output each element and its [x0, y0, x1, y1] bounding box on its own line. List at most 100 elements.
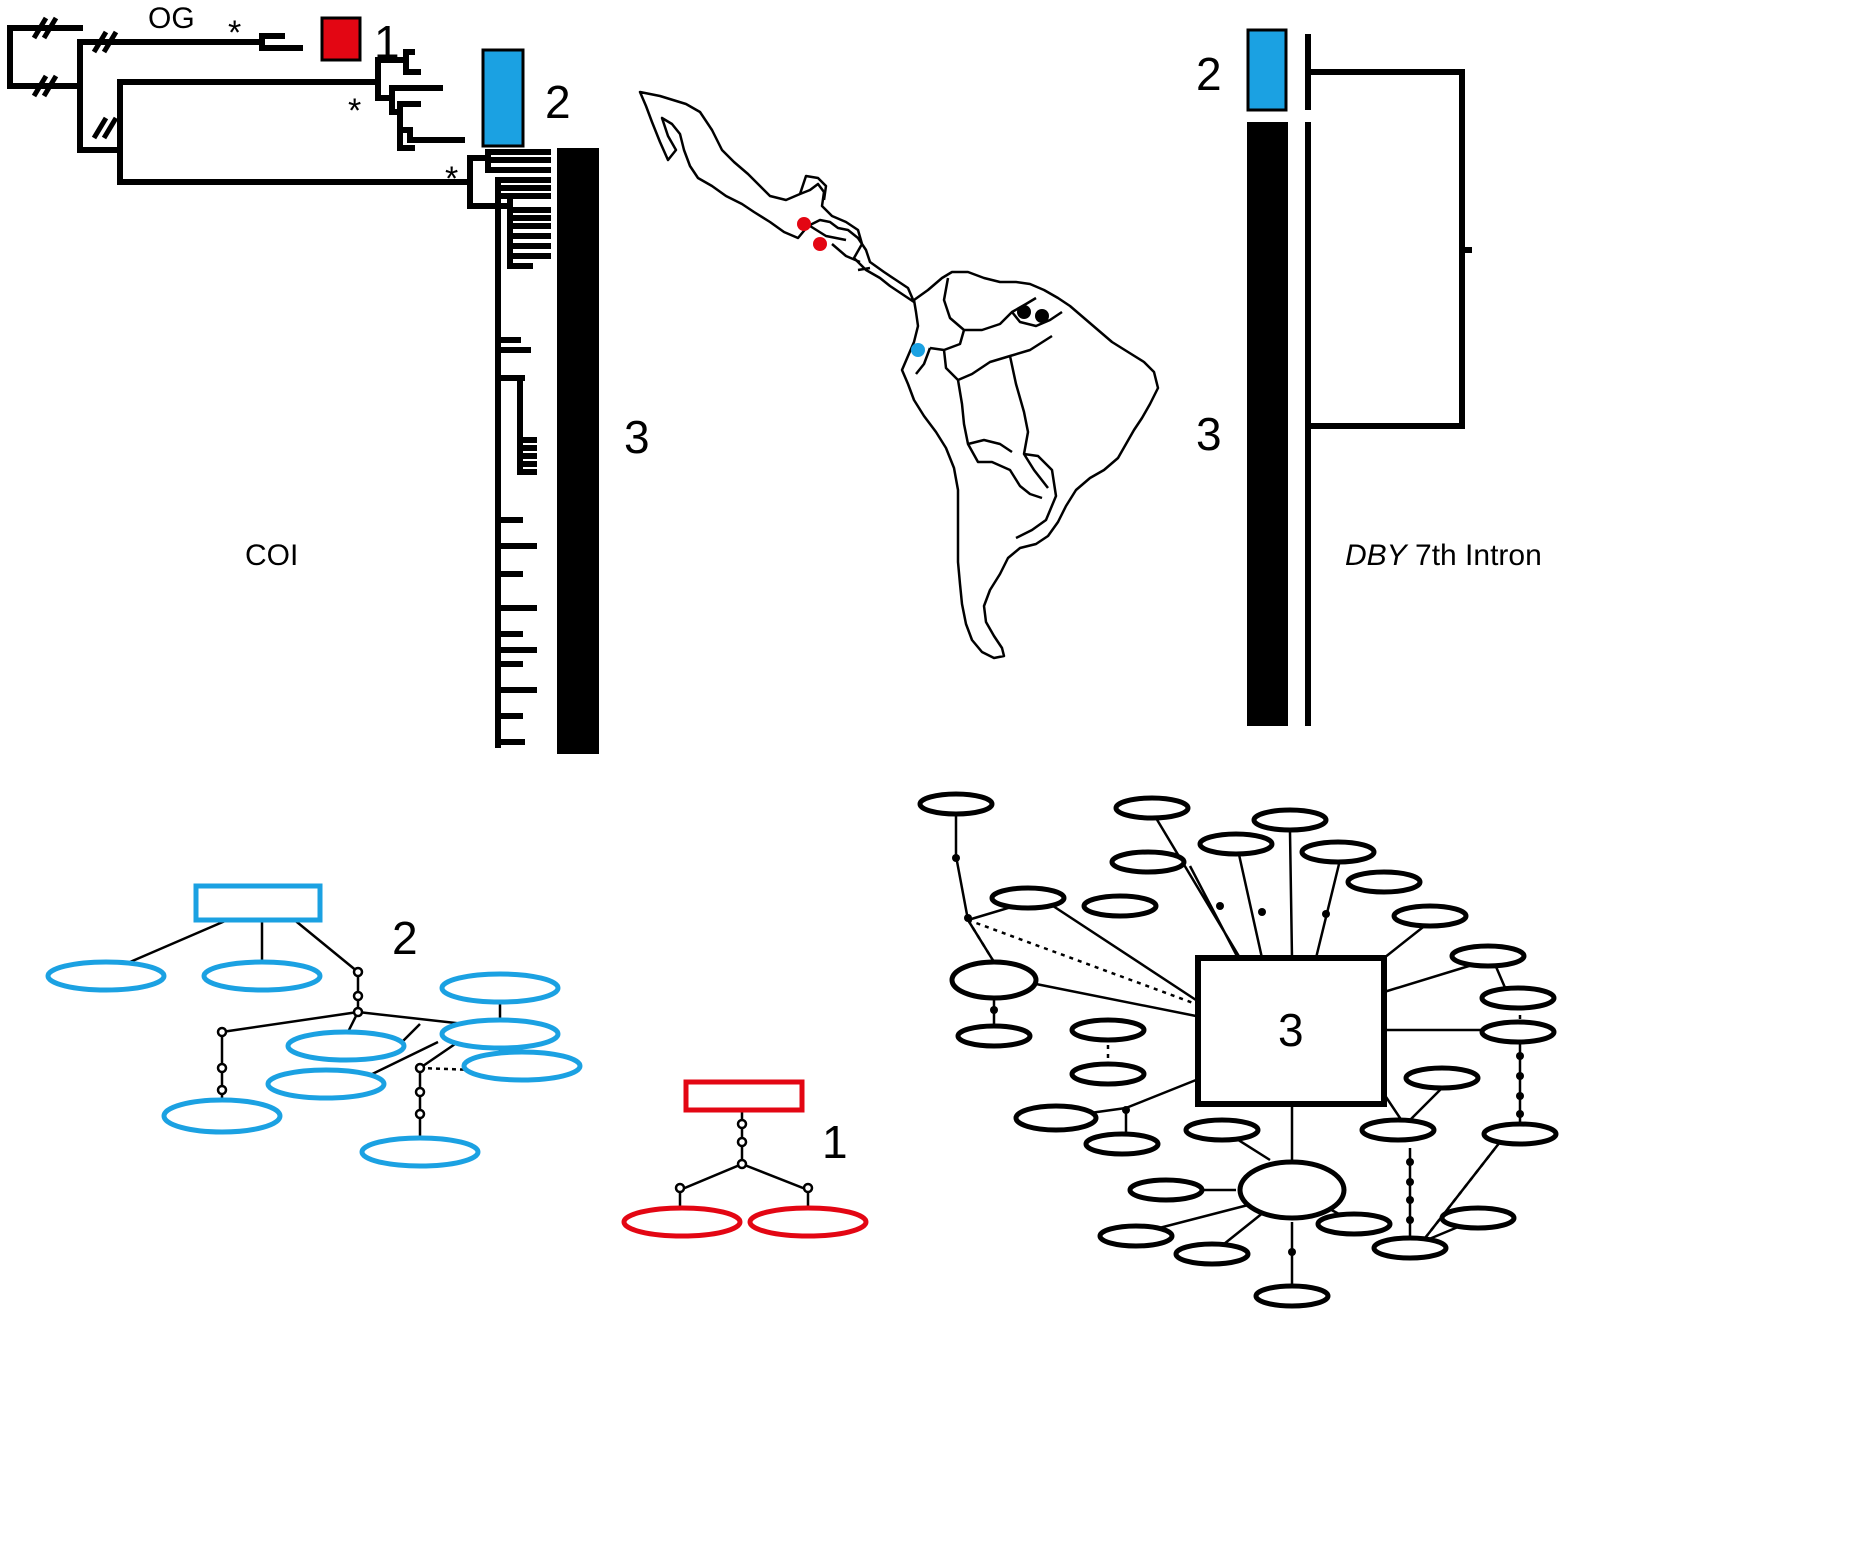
network-haplotype — [1299, 839, 1377, 865]
dby-gene-label: DBY 7th Intron — [1345, 539, 1542, 572]
coi-support-asterisk: * — [228, 14, 241, 52]
network-node — [1516, 1072, 1524, 1080]
coi-clade2-label: 2 — [545, 76, 571, 128]
network-node — [352, 1006, 364, 1018]
network-node — [1516, 1052, 1524, 1060]
network-node — [414, 1086, 426, 1098]
coi-clade2-bar — [481, 48, 525, 148]
network-haplotype — [1113, 795, 1191, 821]
coi-outgroup-branch — [77, 33, 303, 128]
map-dot-clade2 — [911, 343, 925, 357]
network-haplotype — [1345, 869, 1423, 895]
network-haplotype — [1439, 1205, 1517, 1231]
coi-outgroup-label: OG — [148, 2, 195, 35]
network-clade2: 2 — [45, 883, 583, 1169]
dby-gene-italic: DBY — [1345, 539, 1409, 572]
network-haplotype — [621, 1205, 743, 1239]
network-clade3-label: 3 — [1278, 1004, 1304, 1056]
map-dot-clade1 — [813, 237, 827, 251]
network-node — [802, 1182, 814, 1194]
network-haplotype — [1083, 1131, 1161, 1157]
coi-clade1-bar — [320, 16, 362, 62]
network-node — [674, 1182, 686, 1194]
coi-clade3-bar — [557, 148, 599, 754]
network-haplotype — [1237, 1159, 1347, 1221]
coi-support-asterisk: * — [348, 92, 361, 130]
network-node — [1406, 1216, 1414, 1224]
dby-tree — [1305, 34, 1472, 726]
network-haplotype — [1449, 943, 1527, 969]
map-country-borders — [915, 277, 1063, 540]
network-haplotype — [439, 1017, 561, 1051]
network-haplotype — [747, 1205, 869, 1239]
dby-gene-rest: 7th Intron — [1407, 539, 1542, 572]
network-haplotype — [1479, 1019, 1557, 1045]
map-dot-clade3 — [1017, 305, 1031, 319]
network-haplotype — [1251, 807, 1329, 833]
coi-break-marks — [31, 16, 119, 140]
dby-clade2-bar — [1246, 28, 1288, 112]
network-clade3: 3 — [917, 791, 1559, 1309]
network-clade1: 1 — [621, 1079, 869, 1239]
network-haplotype — [1391, 903, 1469, 929]
network-haplotype — [1481, 1121, 1559, 1147]
map-dot-clade3 — [1035, 309, 1049, 323]
network-haplotype — [1109, 849, 1187, 875]
map-south-america-outline — [900, 270, 1160, 660]
network-haplotype — [917, 791, 995, 817]
coi-tree — [7, 25, 551, 748]
coi-support-asterisk: * — [445, 160, 458, 198]
network-node — [414, 1062, 426, 1074]
network-node — [952, 854, 960, 862]
network-node — [1516, 1110, 1524, 1118]
coi-clade3-label: 3 — [624, 411, 650, 463]
network-haplotype — [1013, 1103, 1099, 1133]
coi-clade3-tips — [495, 337, 537, 745]
dby-connector — [1308, 69, 1472, 429]
network-haplotype — [161, 1097, 283, 1135]
map-central-america-borders — [809, 224, 871, 272]
network-haplotype — [285, 1029, 407, 1063]
dby-clade2-label: 2 — [1196, 48, 1222, 100]
network-haplotype — [1127, 1177, 1205, 1203]
network-node — [216, 1062, 228, 1074]
network-edge-dashed — [419, 1066, 475, 1072]
network-node — [990, 1006, 998, 1014]
dby-clade3-label: 3 — [1196, 408, 1222, 460]
network-clade2-label: 2 — [392, 912, 418, 964]
network-node — [736, 1158, 748, 1170]
network-node — [1216, 902, 1224, 910]
map-yucatan — [798, 174, 828, 201]
network-node — [1406, 1158, 1414, 1166]
network-haplotype — [359, 1135, 481, 1169]
network-haplotype — [1183, 1117, 1261, 1143]
network-haplotype — [1253, 1283, 1331, 1309]
dby-clade3-bar — [1247, 122, 1288, 726]
network-node — [352, 966, 364, 978]
network-edge — [954, 812, 1522, 1292]
network-haplotype — [1069, 1061, 1147, 1087]
network-haplotype — [439, 971, 561, 1005]
network-haplotype — [1371, 1235, 1449, 1261]
network-node — [736, 1118, 748, 1130]
network-haplotype-central — [683, 1079, 805, 1113]
network-haplotype-central — [1195, 955, 1387, 1107]
network-node — [964, 914, 972, 922]
coi-clade1-subtree — [375, 49, 465, 151]
network-node — [352, 990, 364, 1002]
network-haplotype — [1081, 893, 1159, 919]
network-haplotype — [1359, 1117, 1437, 1143]
network-haplotype — [1097, 1223, 1175, 1249]
network-haplotype — [461, 1049, 583, 1083]
network-haplotype — [1403, 1065, 1481, 1091]
coi-gene-label: COI — [245, 539, 298, 572]
network-node — [1322, 910, 1330, 918]
network-haplotype — [949, 959, 1039, 1001]
network-haplotype — [1315, 1211, 1393, 1237]
network-node — [1288, 1248, 1296, 1256]
network-node — [1516, 1092, 1524, 1100]
network-haplotype-central — [193, 883, 323, 923]
coi-ingroup-branch — [77, 79, 473, 185]
network-node — [1122, 1106, 1130, 1114]
